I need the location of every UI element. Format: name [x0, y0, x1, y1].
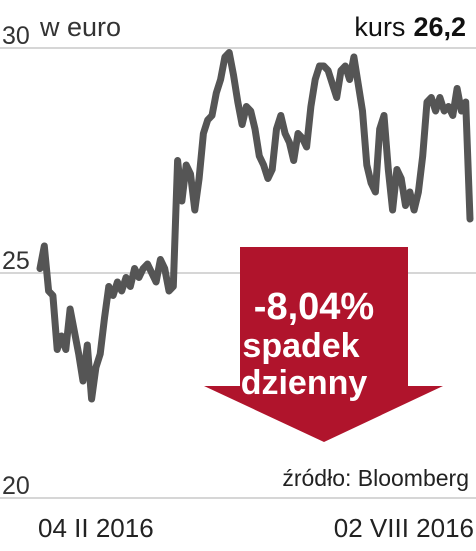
y-tick-label: 30	[2, 22, 30, 50]
source-label: źródło: Bloomberg	[282, 465, 469, 491]
daily-drop-callout: -8,04% spadek dzienny	[204, 247, 443, 442]
unit-label: w euro	[39, 12, 121, 42]
callout-change: -8,04%	[254, 286, 374, 328]
kurs-value: 26,2	[413, 12, 466, 42]
down-arrow-icon	[204, 247, 443, 442]
callout-line2: dzienny	[241, 364, 368, 402]
x-tick-label: 02 VIII 2016	[334, 513, 474, 543]
price-line	[36, 49, 474, 403]
callout-line1: spadek	[242, 327, 359, 365]
x-axis-ticks: 04 II 2016 02 VIII 2016	[38, 513, 474, 543]
kurs-readout: kurs 26,2	[354, 12, 466, 42]
y-tick-label: 20	[2, 472, 30, 500]
x-tick-label: 04 II 2016	[38, 513, 154, 543]
y-tick-label: 25	[2, 247, 30, 275]
y-axis-ticks: 30 25 20	[2, 22, 30, 500]
kurs-label: kurs	[354, 12, 405, 42]
